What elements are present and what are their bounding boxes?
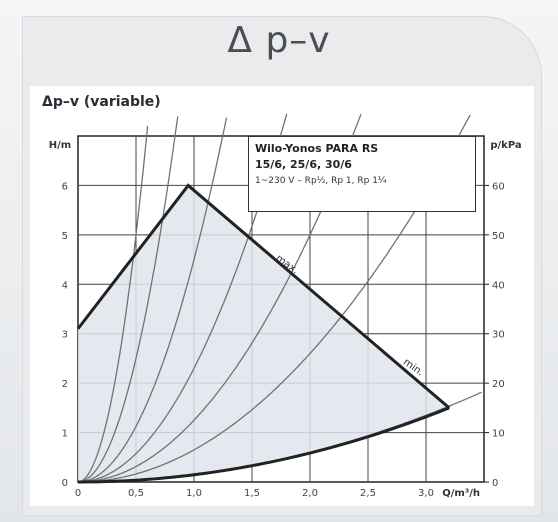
y-tick-label: 5 — [62, 231, 68, 242]
x-tick-label: 2,0 — [302, 488, 318, 499]
envelope-fill — [78, 185, 450, 482]
y-tick-label: 3 — [62, 330, 68, 341]
y-right-tick-label: 10 — [492, 429, 505, 440]
system-curve — [77, 116, 179, 483]
y-tick-label: 6 — [62, 181, 68, 192]
y-right-tick-label: 0 — [492, 478, 498, 489]
x-tick-label: 2,5 — [360, 488, 376, 499]
chart-legend: Wilo-Yonos PARA RS 15/6, 25/6, 30/6 1~23… — [248, 136, 476, 212]
system-curve — [78, 113, 362, 483]
y-right-axis-label: p/kPa — [490, 140, 521, 151]
y-right-tick-label: 30 — [492, 330, 505, 341]
y-right-tick-label: 50 — [492, 231, 505, 242]
page-title: Δ p–v — [227, 20, 331, 61]
system-curve — [77, 117, 228, 483]
y-right-tick-label: 20 — [492, 379, 505, 390]
chart-title: Δp–v (variable) — [42, 94, 161, 110]
x-tick-label: 0,5 — [128, 488, 144, 499]
x-tick-label: 1,5 — [244, 488, 260, 499]
legend-models: 15/6, 25/6, 30/6 — [255, 158, 352, 171]
y-tick-label: 0 — [62, 478, 68, 489]
x-axis-label: Q/m³/h — [442, 488, 480, 499]
y-tick-label: 1 — [62, 429, 68, 440]
x-tick-label: 0 — [75, 488, 81, 499]
system-curve — [78, 114, 471, 483]
x-tick-label: 3,0 — [418, 488, 434, 499]
y-axis-label: H/m — [49, 140, 71, 151]
system-curve — [78, 113, 288, 483]
x-tick-label: 1,0 — [186, 488, 202, 499]
y-tick-label: 4 — [62, 280, 68, 291]
y-right-tick-label: 60 — [492, 181, 505, 192]
y-right-tick-label: 40 — [492, 280, 505, 291]
legend-product-name: Wilo-Yonos PARA RS — [255, 142, 379, 155]
system-curve — [77, 126, 149, 483]
max-curve-line — [76, 183, 451, 409]
min-curve-line — [77, 406, 450, 484]
legend-voltage: 1~230 V – Rp½, Rp 1, Rp 1¼ — [255, 176, 387, 186]
y-tick-label: 2 — [62, 379, 68, 390]
